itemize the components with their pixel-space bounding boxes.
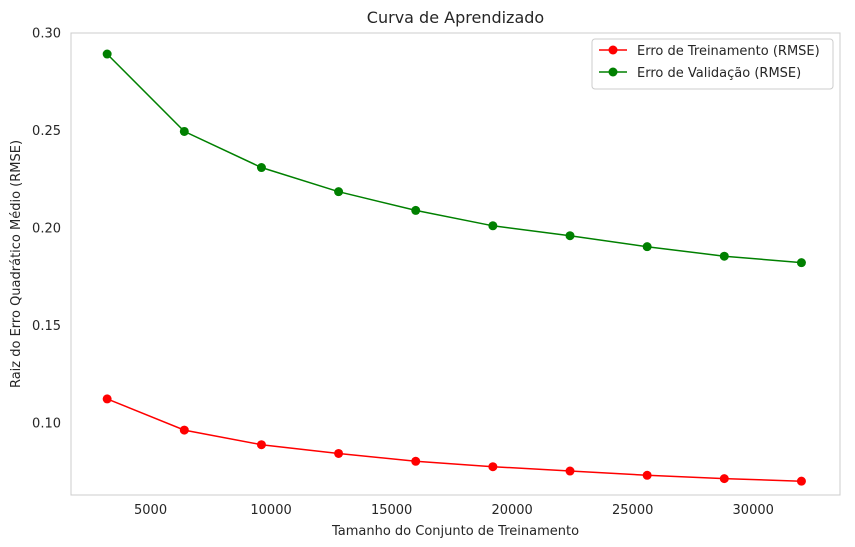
data-point-training [411, 456, 421, 466]
data-point-validation [102, 49, 112, 59]
x-tick-label: 5000 [134, 503, 167, 518]
data-point-validation [411, 205, 421, 215]
data-point-validation [642, 242, 652, 252]
legend: Erro de Treinamento (RMSE) Erro de Valid… [591, 38, 834, 90]
x-tick-label: 10000 [250, 503, 291, 518]
y-tick-label: 0.30 [32, 27, 61, 42]
data-point-validation [256, 163, 266, 173]
data-point-training [488, 462, 498, 472]
x-axis-ticks: 5000 10000 15000 20000 25000 30000 [134, 503, 774, 518]
series-line-validation [106, 53, 802, 264]
plot-area [70, 32, 841, 496]
data-point-training [565, 466, 575, 476]
data-point-training [642, 470, 652, 480]
x-tick-label: 30000 [733, 503, 774, 518]
x-tick-label: 25000 [612, 503, 653, 518]
chart-title: Curva de Aprendizado [367, 8, 544, 27]
y-tick-label: 0.15 [32, 319, 61, 334]
series-layer [102, 49, 806, 486]
data-point-validation [719, 251, 729, 261]
data-point-training [334, 448, 344, 458]
legend-box [591, 38, 834, 90]
x-tick-label: 15000 [371, 503, 412, 518]
data-point-validation [565, 231, 575, 241]
legend-marker-training [608, 45, 618, 55]
legend-marker-validation [608, 67, 618, 77]
legend-label-validation: Erro de Validação (RMSE) [637, 66, 801, 81]
y-tick-label: 0.25 [32, 124, 61, 139]
y-axis-label: Raiz do Erro Quadrático Médio (RMSE) [9, 140, 24, 388]
data-point-training [796, 476, 806, 486]
data-point-training [719, 474, 729, 484]
data-point-validation [179, 126, 189, 136]
series-training [102, 394, 806, 486]
data-point-training [256, 440, 266, 450]
x-axis-label: Tamanho do Conjunto de Treinamento [331, 524, 579, 539]
y-tick-label: 0.10 [32, 416, 61, 431]
data-point-training [179, 425, 189, 435]
data-point-validation [488, 221, 498, 231]
data-point-validation [334, 187, 344, 197]
y-axis-ticks: 0.10 0.15 0.20 0.25 0.30 [32, 27, 61, 432]
series-validation [102, 49, 806, 268]
series-line-training [106, 398, 802, 482]
x-tick-label: 20000 [491, 503, 532, 518]
y-tick-label: 0.20 [32, 221, 61, 236]
data-point-training [102, 394, 112, 404]
legend-label-training: Erro de Treinamento (RMSE) [637, 44, 820, 59]
data-point-validation [796, 258, 806, 268]
